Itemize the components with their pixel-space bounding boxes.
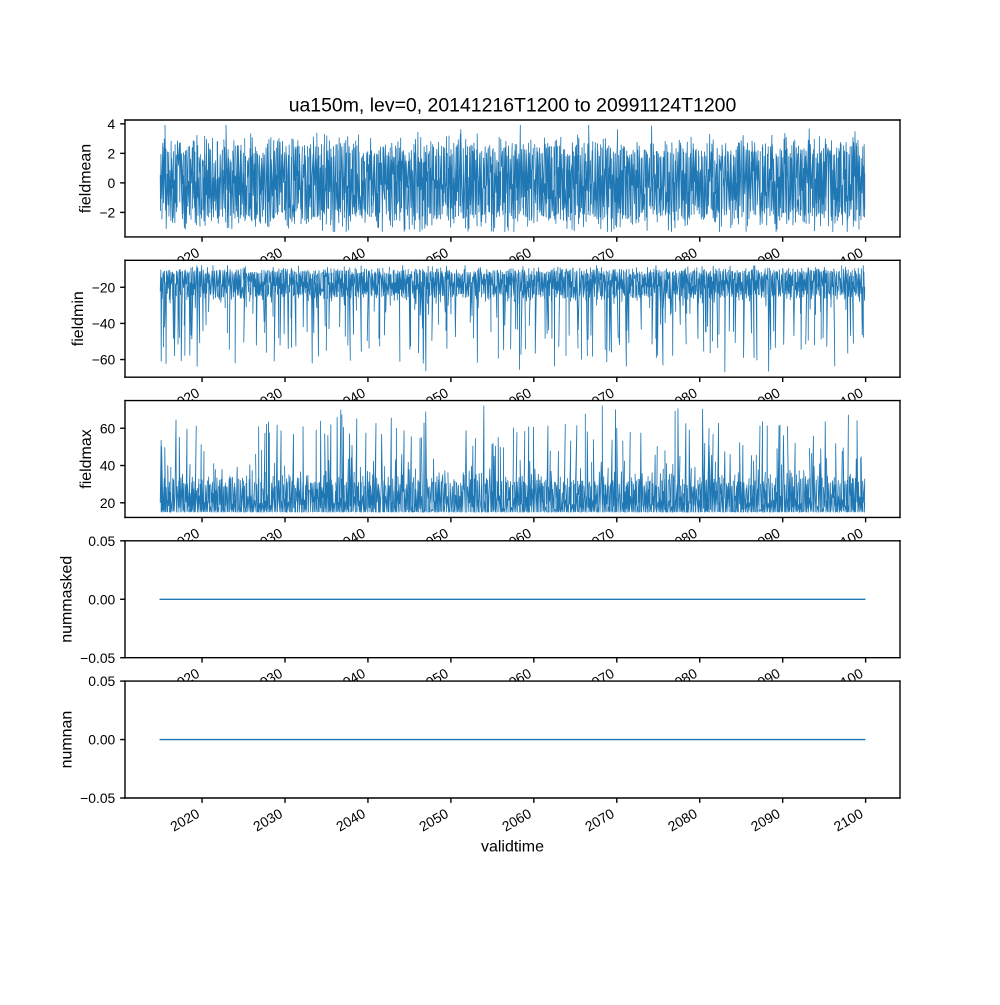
svg-text:nummasked: nummasked (58, 556, 75, 643)
svg-text:0.05: 0.05 (88, 673, 115, 689)
svg-text:−20: −20 (92, 279, 116, 295)
svg-text:4: 4 (108, 116, 116, 132)
svg-text:40: 40 (100, 458, 116, 474)
svg-text:−2: −2 (99, 204, 115, 220)
svg-text:60: 60 (100, 420, 116, 436)
svg-text:fieldmax: fieldmax (78, 429, 95, 488)
svg-text:fieldmean: fieldmean (78, 144, 95, 213)
svg-text:−60: −60 (92, 352, 116, 368)
svg-text:ua150m, lev=0, 20141216T1200 t: ua150m, lev=0, 20141216T1200 to 20991124… (289, 95, 737, 117)
svg-text:−0.05: −0.05 (80, 650, 115, 666)
svg-text:0.00: 0.00 (88, 591, 115, 607)
svg-text:fieldmin: fieldmin (70, 291, 87, 346)
svg-text:validtime: validtime (481, 839, 544, 856)
svg-text:−0.05: −0.05 (80, 790, 115, 806)
svg-text:20: 20 (100, 495, 116, 511)
svg-text:−40: −40 (92, 315, 116, 331)
svg-text:2: 2 (108, 145, 116, 161)
svg-text:0.05: 0.05 (88, 533, 115, 549)
svg-text:0: 0 (108, 175, 116, 191)
svg-text:numnan: numnan (58, 711, 75, 769)
svg-text:0.00: 0.00 (88, 732, 115, 748)
